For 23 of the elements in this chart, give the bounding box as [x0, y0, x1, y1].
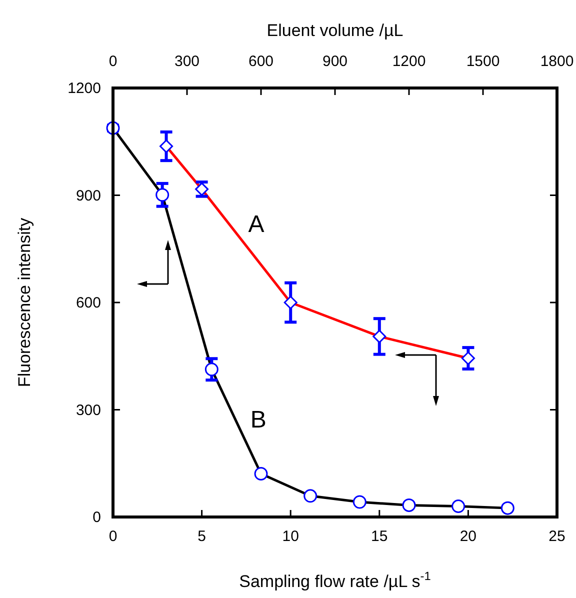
x2-tick-label: 1800 — [540, 53, 574, 70]
x2-tick-label: 300 — [174, 53, 200, 70]
x-tick-label: 0 — [108, 528, 118, 545]
x2-axis-title: Eluent volume /µL — [266, 21, 404, 40]
y-tick-label: 0 — [92, 509, 101, 526]
x-tick-label: 5 — [198, 528, 206, 545]
x-tick-label: 20 — [460, 528, 477, 545]
x-tick-label: 25 — [548, 528, 566, 545]
y-axis-title: Fluorescence intensity — [15, 217, 34, 388]
series-label: B — [250, 406, 266, 434]
series-label: A — [248, 210, 264, 238]
x2-tick-label: 1500 — [466, 53, 500, 70]
x-axis-title: Sampling flow rate /µL s$^{-1}$ — [239, 569, 432, 591]
y-tick-label: 1200 — [68, 80, 101, 97]
x-tick-label: 10 — [282, 528, 299, 545]
y-tick-label: 900 — [76, 187, 101, 204]
x2-tick-label: 1200 — [392, 53, 426, 70]
x2-tick-label: 0 — [108, 53, 118, 70]
x-tick-label: 15 — [371, 528, 388, 545]
y-tick-label: 600 — [76, 294, 101, 312]
x2-tick-label: 600 — [248, 53, 274, 70]
y-tick-label: 300 — [76, 402, 101, 419]
x2-tick-label: 900 — [322, 53, 348, 70]
